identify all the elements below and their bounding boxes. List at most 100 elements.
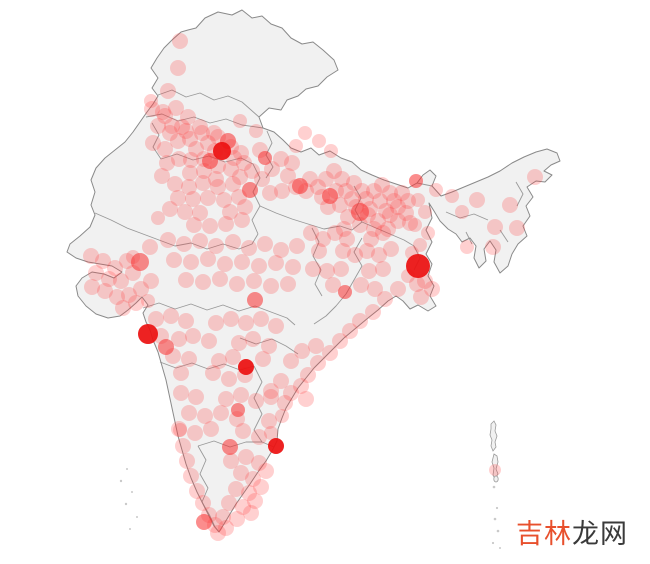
city-dot [162, 125, 178, 141]
city-dot [157, 141, 173, 157]
watermark-text-primary: 吉林 [516, 519, 572, 550]
city-dot [202, 153, 218, 169]
city-dot [277, 395, 293, 411]
city-dot [382, 207, 398, 223]
city-dot [255, 351, 271, 367]
city-dot [185, 191, 201, 207]
city-dot [234, 212, 250, 228]
city-dot [95, 253, 111, 269]
city-dot [222, 439, 238, 455]
city-dot [527, 169, 543, 185]
city-dot [243, 505, 259, 521]
city-dot [201, 333, 217, 349]
city-dot [119, 253, 135, 269]
city-dot [221, 371, 237, 387]
city-dot [366, 183, 382, 199]
city-dot [231, 335, 247, 351]
city-dot [233, 145, 249, 161]
watermark-text-secondary: 龙网 [572, 519, 628, 550]
city-dot [196, 514, 212, 530]
city-dot [268, 255, 284, 271]
city-dot [167, 176, 183, 192]
city-dot [183, 152, 199, 168]
city-dot [170, 133, 186, 149]
city-dot [258, 151, 272, 165]
city-dot [173, 423, 187, 437]
city-dot [144, 101, 160, 117]
city-dot [128, 295, 144, 311]
city-dot [188, 141, 204, 157]
city-dot [274, 183, 290, 199]
city-dot [197, 408, 213, 424]
city-dot [245, 331, 261, 347]
city-dot [390, 281, 406, 297]
city-dot [183, 254, 199, 270]
city-dot [289, 139, 303, 153]
city-dot [253, 479, 269, 495]
city-dot [235, 423, 251, 439]
city-dot [311, 243, 327, 259]
city-dot [333, 261, 349, 277]
city-dot [195, 175, 211, 191]
city-dot [390, 199, 406, 215]
city-dot [325, 277, 341, 293]
city-dot [178, 313, 194, 329]
city-dot [303, 225, 319, 241]
city-dot [408, 218, 422, 232]
city-dot [241, 485, 257, 501]
city-dot [263, 383, 279, 399]
city-dot [177, 204, 193, 220]
city-dot [148, 311, 164, 327]
city-dot [208, 315, 224, 331]
city-dot [158, 339, 174, 355]
city-dot [225, 176, 241, 192]
city-dot [144, 94, 158, 108]
city-dot [310, 355, 326, 371]
city-dot [234, 254, 250, 270]
city-dot [205, 365, 221, 381]
city-dot [284, 155, 300, 171]
city-dot [315, 231, 331, 247]
city-dot [192, 205, 208, 221]
city-dot [208, 171, 224, 187]
city-dot [251, 455, 267, 471]
city-dot [334, 171, 350, 187]
city-dot [409, 174, 423, 188]
city-dot [377, 291, 393, 307]
city-dot [469, 192, 485, 208]
city-dot [247, 292, 263, 308]
city-dot [261, 338, 277, 354]
city-dot [326, 163, 342, 179]
city-dot [159, 155, 175, 171]
city-dot [347, 247, 363, 263]
city-dot [361, 263, 377, 279]
city-dot [312, 134, 326, 148]
city-dot [181, 179, 197, 195]
city-dot [332, 333, 348, 349]
city-dot [171, 151, 187, 167]
city-dot [221, 495, 237, 511]
city-dot [151, 211, 165, 225]
city-dot [253, 311, 269, 327]
city-dot [268, 438, 284, 454]
city-dot [257, 236, 273, 252]
city-dot [344, 191, 360, 207]
city-dot [218, 216, 234, 232]
city-dot [232, 169, 248, 185]
city-dot [203, 421, 219, 437]
city-dot [143, 273, 159, 289]
city-dot [262, 185, 278, 201]
city-dot [115, 300, 131, 316]
city-dot [213, 405, 229, 421]
city-dot [413, 289, 429, 305]
city-dot [346, 175, 362, 191]
city-dot [421, 226, 435, 240]
city-dot [367, 281, 383, 297]
city-dot [502, 197, 518, 213]
city-dot [195, 274, 211, 290]
city-dot [233, 387, 249, 403]
city-dot [460, 240, 474, 254]
city-dot [212, 271, 228, 287]
city-dot [131, 253, 149, 271]
